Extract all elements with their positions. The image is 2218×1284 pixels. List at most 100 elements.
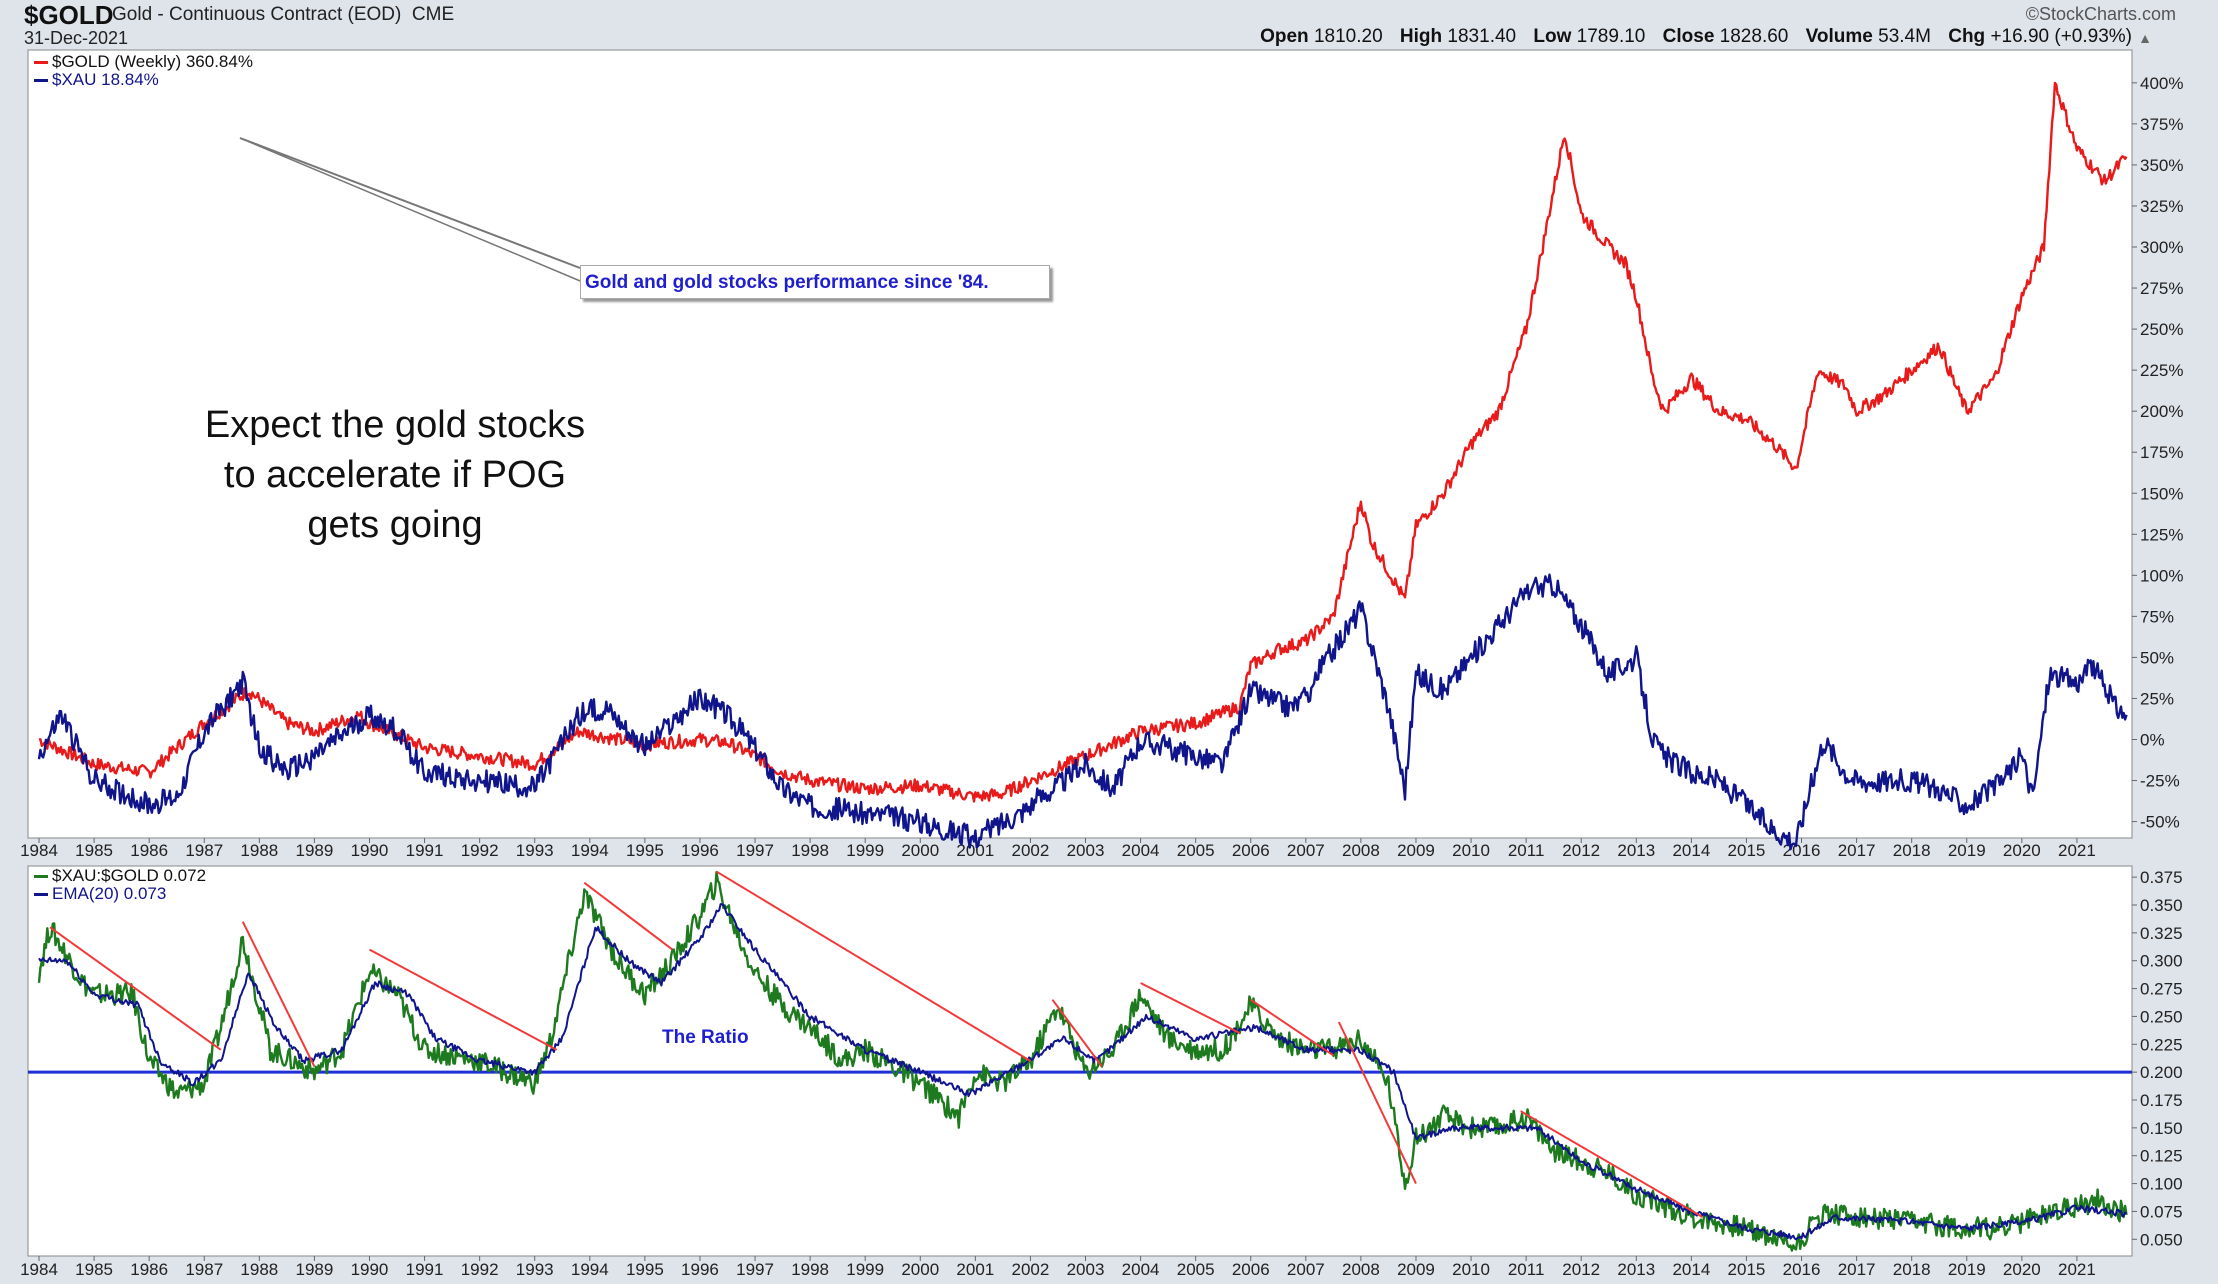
x-tick-label: 2020 (2003, 841, 2041, 860)
y-tick-label: 375% (2140, 115, 2183, 134)
chart-header: $GOLD Gold - Continuous Contract (EOD) C… (0, 0, 2218, 48)
y-tick-label: 50% (2140, 648, 2174, 667)
x-tick-label: 2001 (956, 841, 994, 860)
ratio-x-tick-label: 1985 (75, 1260, 113, 1279)
y-tick-label: 325% (2140, 197, 2183, 216)
ratio-x-tick-label: 1993 (516, 1260, 554, 1279)
y-tick-label: 75% (2140, 607, 2174, 626)
x-tick-label: 2002 (1012, 841, 1050, 860)
ratio-y-tick-label: 0.225 (2140, 1035, 2183, 1054)
ratio-x-tick-label: 2012 (1562, 1260, 1600, 1279)
x-tick-label: 1998 (791, 841, 829, 860)
x-tick-label: 2006 (1232, 841, 1270, 860)
ratio-y-tick-label: 0.125 (2140, 1147, 2183, 1166)
x-tick-label: 1987 (185, 841, 223, 860)
ratio-x-tick-label: 2010 (1452, 1260, 1490, 1279)
series-line-xau (37, 573, 2128, 851)
y-tick-label: 200% (2140, 402, 2183, 421)
ratio-x-tick-label: 1992 (461, 1260, 499, 1279)
ratio-y-tick-label: 0.150 (2140, 1119, 2183, 1138)
ratio-x-tick-label: 2013 (1617, 1260, 1655, 1279)
ratio-y-tick-label: 0.250 (2140, 1007, 2183, 1026)
trend-line (1337, 1021, 1417, 1185)
ratio-x-tick-label: 2004 (1122, 1260, 1160, 1279)
y-tick-label: 275% (2140, 279, 2183, 298)
ratio-y-tick-label: 0.050 (2140, 1230, 2183, 1249)
x-tick-label: 1989 (295, 841, 333, 860)
y-tick-label: 300% (2140, 238, 2183, 257)
ratio-label: The Ratio (662, 1027, 749, 1048)
trend-line (715, 870, 1031, 1062)
ratio-x-tick-label: 2002 (1012, 1260, 1050, 1279)
y-tick-label: -25% (2140, 772, 2180, 791)
ratio-x-tick-label: 2005 (1177, 1260, 1215, 1279)
x-tick-label: 2015 (1728, 841, 1766, 860)
x-tick-label: 2013 (1617, 841, 1655, 860)
ratio-y-tick-label: 0.075 (2140, 1202, 2183, 1221)
ratio-x-tick-label: 1997 (736, 1260, 774, 1279)
x-tick-label: 2018 (1893, 841, 1931, 860)
ratio-x-tick-label: 1996 (681, 1260, 719, 1279)
x-tick-label: 1999 (846, 841, 884, 860)
legend-ratio: $XAU:$GOLD 0.072 (34, 866, 206, 886)
ratio-x-tick-label: 1999 (846, 1260, 884, 1279)
x-tick-label: 1985 (75, 841, 113, 860)
trend-line (241, 921, 316, 1068)
x-tick-label: 1993 (516, 841, 554, 860)
y-tick-label: 25% (2140, 689, 2174, 708)
callout-pointer (239, 137, 586, 284)
ratio-x-tick-label: 1998 (791, 1260, 829, 1279)
x-tick-label: 2004 (1122, 841, 1160, 860)
ratio-x-tick-label: 1991 (406, 1260, 444, 1279)
x-tick-label: 2000 (901, 841, 939, 860)
ratio-x-tick-label: 2003 (1067, 1260, 1105, 1279)
ratio-x-tick-label: 2016 (1783, 1260, 1821, 1279)
ratio-x-tick-label: 2001 (956, 1260, 994, 1279)
ratio-y-tick-label: 0.325 (2140, 924, 2183, 943)
ratio-y-tick-label: 0.300 (2140, 952, 2183, 971)
y-tick-label: 100% (2140, 566, 2183, 585)
y-tick-label: 225% (2140, 361, 2183, 380)
annotation-text: Expect the gold stocks to accelerate if … (204, 404, 586, 546)
legend-ema-swatch (34, 893, 48, 897)
y-tick-label: 0% (2140, 731, 2165, 750)
trend-line (1140, 982, 1241, 1035)
x-tick-label: 2014 (1672, 841, 1710, 860)
x-tick-label: 1995 (626, 841, 664, 860)
ratio-x-tick-label: 2017 (1838, 1260, 1876, 1279)
y-tick-label: 175% (2140, 443, 2183, 462)
x-tick-label: 2010 (1452, 841, 1490, 860)
x-tick-label: 2019 (1948, 841, 1986, 860)
ratio-x-tick-label: 2018 (1893, 1260, 1931, 1279)
ratio-x-tick-label: 1989 (295, 1260, 333, 1279)
trend-line (49, 926, 222, 1051)
legend-gold: $GOLD (Weekly) 360.84% (34, 52, 253, 72)
ratio-y-tick-label: 0.175 (2140, 1091, 2183, 1110)
y-tick-label: 150% (2140, 484, 2183, 503)
ratio-y-tick-label: 0.275 (2140, 980, 2183, 999)
x-tick-label: 2012 (1562, 841, 1600, 860)
ratio-x-tick-label: 2007 (1287, 1260, 1325, 1279)
x-tick-label: 1988 (240, 841, 278, 860)
legend-gold-swatch (34, 61, 48, 65)
x-tick-label: 1984 (20, 841, 58, 860)
chart-date: 31-Dec-2021 (24, 28, 129, 48)
callout-box: Gold and gold stocks performance since '… (580, 265, 1050, 299)
ratio-x-tick-label: 1995 (626, 1260, 664, 1279)
x-tick-label: 2009 (1397, 841, 1435, 860)
ratio-x-tick-label: 1984 (20, 1260, 58, 1279)
x-tick-label: 2003 (1067, 841, 1105, 860)
ratio-x-tick-label: 1990 (351, 1260, 389, 1279)
trend-line (369, 948, 558, 1051)
symbol: $GOLD (24, 0, 114, 30)
ratio-x-tick-label: 2006 (1232, 1260, 1270, 1279)
up-arrow-icon: ▲ (2138, 30, 2152, 46)
ratio-x-tick-label: 1987 (185, 1260, 223, 1279)
series-line-gold (38, 81, 2128, 803)
callout-pointer (239, 137, 581, 269)
x-tick-label: 1994 (571, 841, 609, 860)
series-line-ema (38, 903, 2128, 1241)
ratio-x-tick-label: 2009 (1397, 1260, 1435, 1279)
ratio-x-tick-label: 2020 (2003, 1260, 2041, 1279)
